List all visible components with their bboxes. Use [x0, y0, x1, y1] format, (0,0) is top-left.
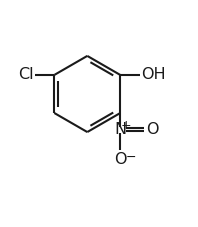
Text: N: N	[114, 122, 126, 137]
Text: Cl: Cl	[18, 67, 34, 82]
Text: O: O	[114, 152, 127, 167]
Text: +: +	[120, 119, 131, 132]
Text: OH: OH	[141, 67, 165, 82]
Text: O: O	[146, 122, 158, 137]
Text: −: −	[126, 151, 137, 163]
